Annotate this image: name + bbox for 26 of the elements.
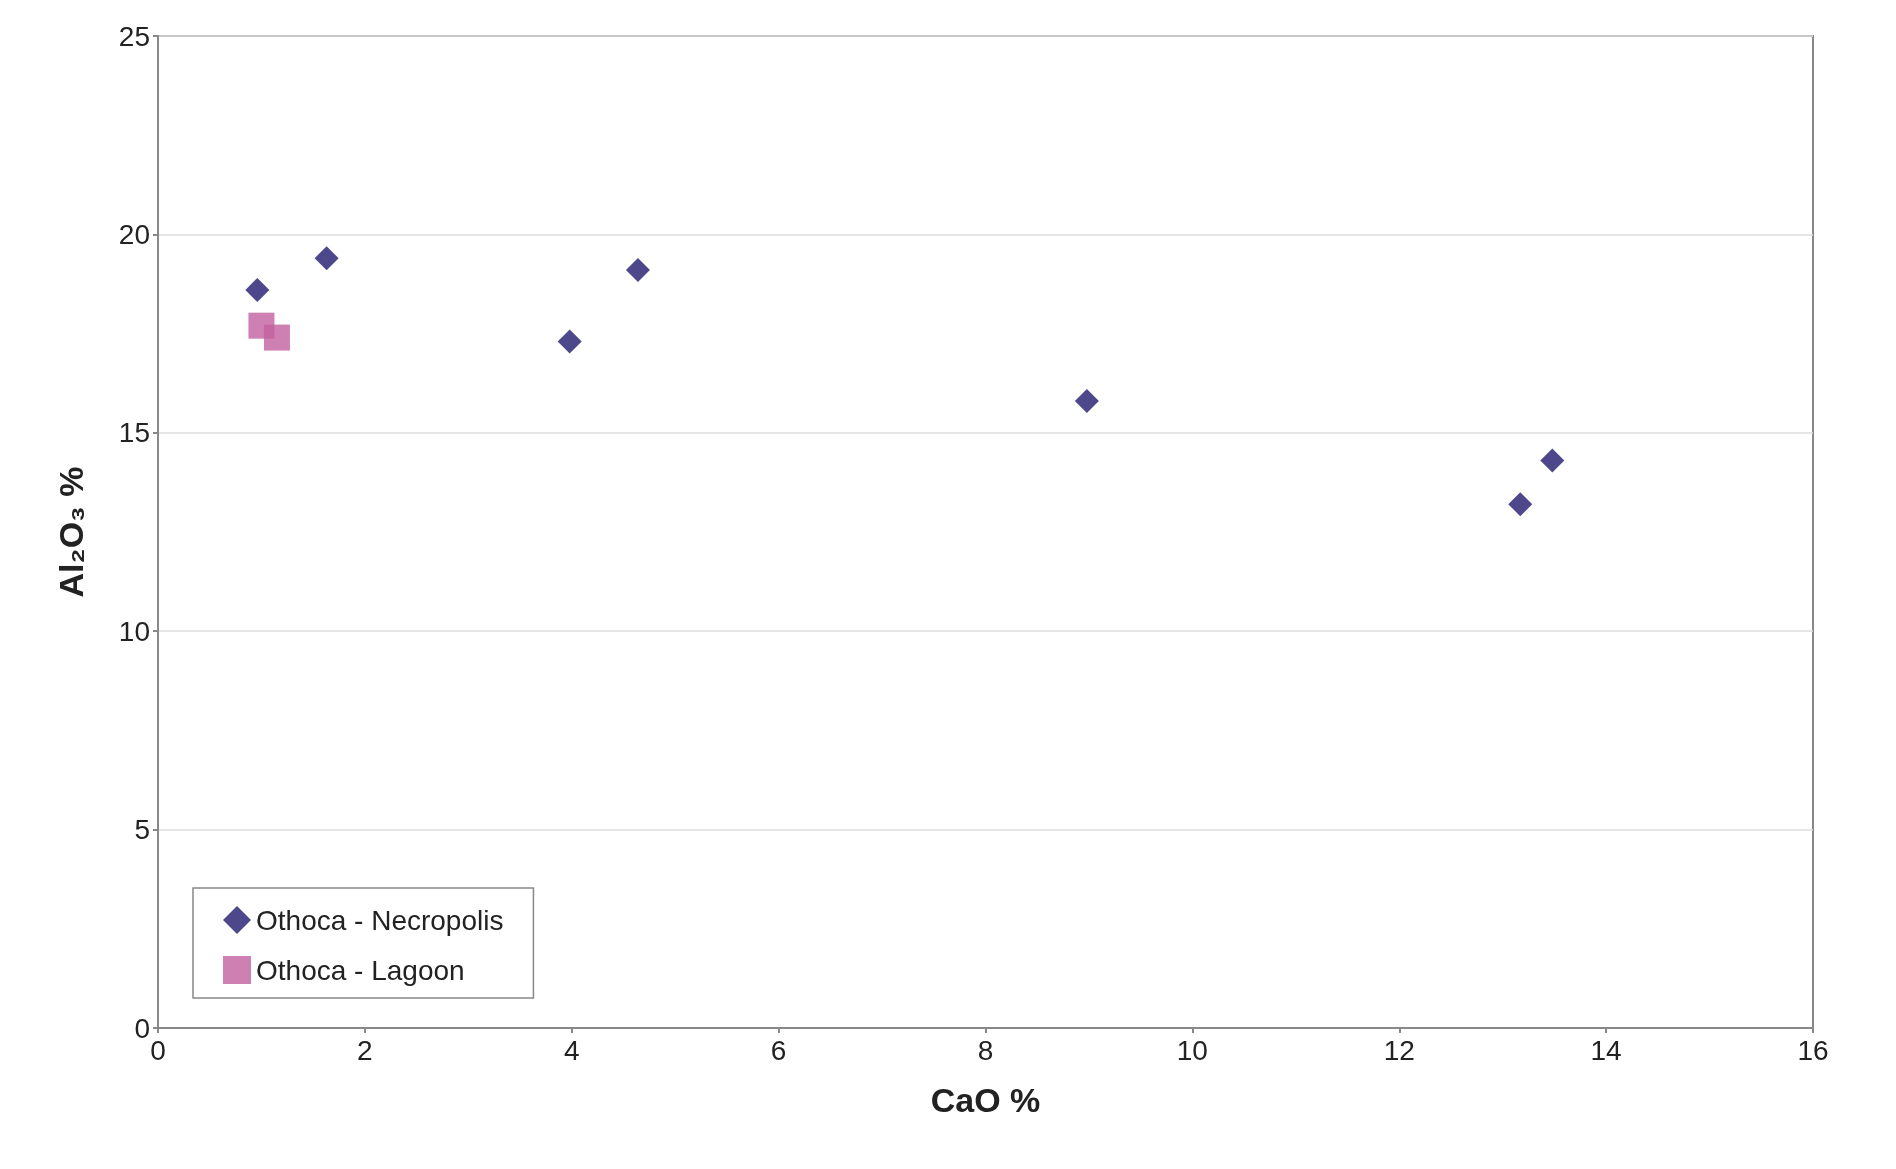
legend-label: Othoca - Lagoon — [256, 954, 465, 986]
point — [557, 329, 582, 354]
point — [1540, 448, 1565, 473]
point — [263, 324, 290, 351]
point — [625, 258, 650, 283]
y-tick-label: 5 — [134, 814, 150, 846]
x-tick-label: 16 — [1797, 1034, 1829, 1066]
y-tick-label: 20 — [118, 218, 150, 250]
point — [314, 246, 339, 271]
x-tick-label: 12 — [1383, 1034, 1415, 1066]
point — [1074, 389, 1099, 414]
x-tick-label: 4 — [563, 1034, 580, 1066]
legend-label: Othoca - Necropolis — [256, 904, 504, 936]
x-tick-label: 2 — [357, 1034, 373, 1066]
y-tick-label: 15 — [118, 417, 150, 449]
y-tick-label: 10 — [118, 615, 150, 647]
point — [1508, 492, 1533, 517]
x-tick-label: 6 — [770, 1034, 787, 1066]
x-axis-title: CaO % — [930, 1081, 1041, 1119]
y-tick-label: 0 — [134, 1012, 150, 1044]
x-tick-label: 14 — [1590, 1034, 1622, 1066]
x-tick-label: 10 — [1176, 1034, 1208, 1066]
y-tick-label: 25 — [118, 20, 150, 52]
x-tick-label: 8 — [977, 1034, 994, 1066]
y-axis-title: Al₂O₃ % — [52, 466, 90, 598]
point — [245, 277, 270, 302]
